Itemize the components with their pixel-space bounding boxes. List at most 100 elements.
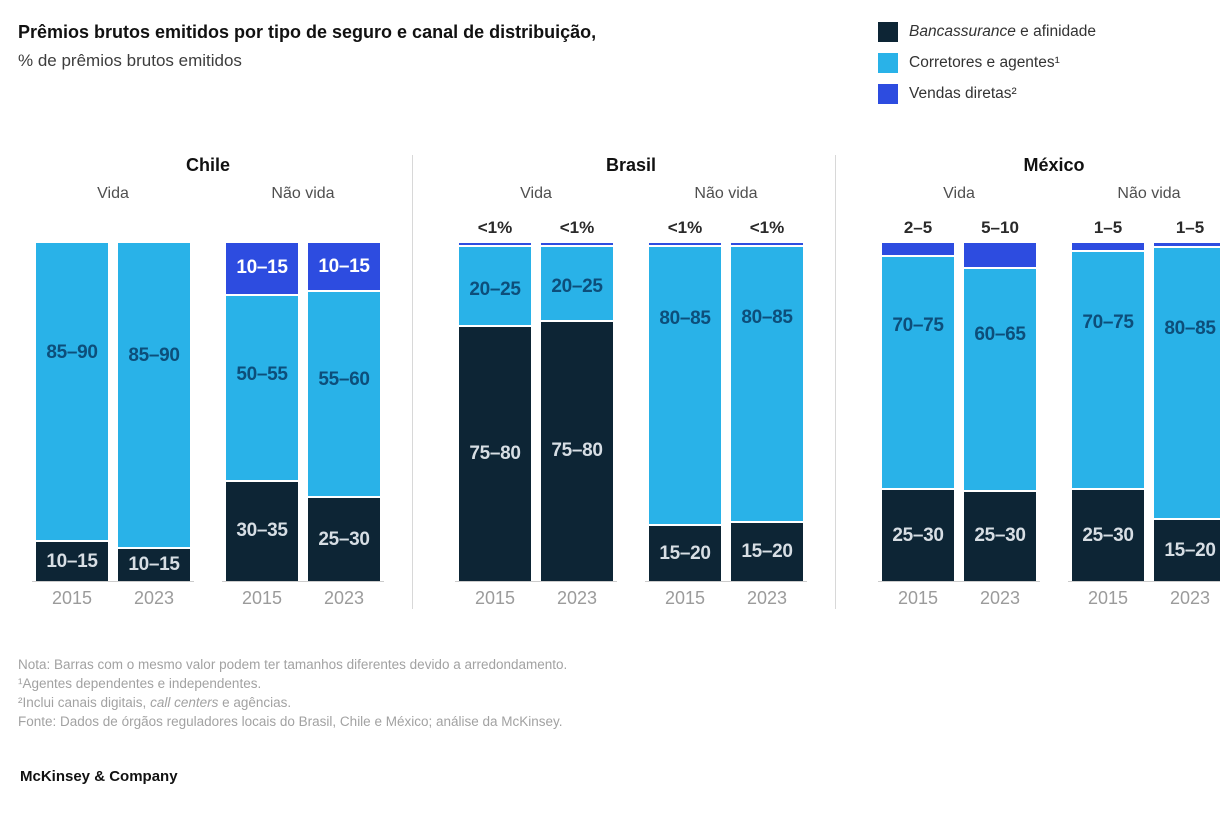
segment-value-label: 80–85 bbox=[659, 308, 711, 330]
text-part: ¹Agentes dependentes e independentes. bbox=[18, 676, 262, 692]
segment-corretores: 80–85 bbox=[731, 245, 803, 521]
segment-value-label: 10–15 bbox=[128, 554, 180, 576]
segment-vendas bbox=[1154, 243, 1220, 247]
group-nao-vida: Não vida 1–5 70–75 25–30 1–5 80–85 15–20 2015 20… bbox=[1068, 185, 1220, 609]
italic-text: Bancassurance bbox=[909, 23, 1016, 40]
chart-title: Prêmios brutos emitidos por tipo de segu… bbox=[18, 22, 597, 42]
segment-vendas bbox=[1072, 243, 1144, 250]
bar-column-2023: 1–5 80–85 15–20 bbox=[1154, 217, 1220, 581]
bar-top-label bbox=[118, 217, 190, 243]
segment-bancassurance: 25–30 bbox=[882, 488, 954, 581]
note-line-1: Nota: Barras com o mesmo valor podem ter… bbox=[18, 655, 1196, 674]
segment-corretores: 60–65 bbox=[964, 266, 1036, 490]
footnotes: Nota: Barras com o mesmo valor podem ter… bbox=[18, 655, 1196, 732]
bar-top-label: <1% bbox=[749, 218, 785, 237]
segment-bancassurance: 15–20 bbox=[731, 520, 803, 581]
legend: Bancassurance e afinidade Corretores e ag… bbox=[878, 20, 1196, 115]
segment-corretores: 85–90 bbox=[118, 243, 190, 548]
header: Prêmios brutos emitidos por tipo de segu… bbox=[18, 20, 1196, 115]
segment-value-label: 10–15 bbox=[46, 550, 98, 572]
x-axis-year-label: 2015 bbox=[241, 588, 283, 608]
note-line-2: ¹Agentes dependentes e independentes. bbox=[18, 674, 1196, 693]
bars-row: 85–90 10–15 85–90 10–15 bbox=[32, 217, 194, 582]
groups-row: Vida <1% 20–25 75–80 <1% 20–25 75–80 2015 2023 Nã… bbox=[455, 185, 807, 609]
x-axis-year-label: 2023 bbox=[979, 588, 1021, 608]
segment-value-label: 75–80 bbox=[551, 440, 603, 462]
segment-value-label: 70–75 bbox=[892, 315, 944, 337]
vendas-swatch-icon bbox=[878, 84, 898, 104]
segment-vendas bbox=[459, 243, 531, 246]
bar-top-label: 2–5 bbox=[903, 218, 933, 237]
chart-canvas: Prêmios brutos emitidos por tipo de segu… bbox=[18, 20, 1220, 732]
segment-value-label: 10–15 bbox=[318, 255, 370, 277]
segment-corretores: 55–60 bbox=[308, 290, 380, 497]
segment-bancassurance: 75–80 bbox=[459, 324, 531, 581]
segment-value-label: 85–90 bbox=[46, 342, 98, 364]
segment-value-label: 50–55 bbox=[236, 363, 288, 385]
stacked-bar-2023: 20–25 75–80 bbox=[541, 243, 613, 581]
group-label: Vida bbox=[520, 185, 552, 202]
country-title: Chile bbox=[185, 155, 230, 175]
stacked-bar-2015: 80–85 15–20 bbox=[649, 243, 721, 581]
bar-column-2023: <1% 80–85 15–20 bbox=[731, 217, 803, 581]
segment-vendas bbox=[649, 243, 721, 246]
bar-top-label: 1–5 bbox=[1093, 218, 1123, 237]
stacked-bar-2023: 80–85 15–20 bbox=[731, 243, 803, 581]
group-vida: Vida <1% 20–25 75–80 <1% 20–25 75–80 2015 2023 bbox=[455, 185, 617, 609]
segment-bancassurance: 25–30 bbox=[308, 496, 380, 581]
bar-column-2015: <1% 80–85 15–20 bbox=[649, 217, 721, 581]
x-axis-year-label: 2023 bbox=[1169, 588, 1211, 608]
country-title: Brasil bbox=[605, 155, 657, 175]
years-row: 2015 2023 bbox=[645, 582, 807, 609]
segment-bancassurance: 25–30 bbox=[1072, 488, 1144, 581]
bar-column-2015: 1–5 70–75 25–30 bbox=[1072, 217, 1144, 581]
text-part: ²Inclui canais digitais, bbox=[18, 695, 151, 711]
segment-vendas bbox=[541, 243, 613, 246]
group-label: Não vida bbox=[1117, 185, 1181, 202]
bars-row: <1% 80–85 15–20 <1% 80–85 15–20 bbox=[645, 217, 807, 582]
segment-bancassurance: 15–20 bbox=[649, 524, 721, 581]
segment-corretores: 50–55 bbox=[226, 293, 298, 480]
segment-bancassurance: 30–35 bbox=[226, 479, 298, 581]
group-vida: Vida 2–5 70–75 25–30 5–10 60–65 25–30 2015 2023 bbox=[878, 185, 1040, 609]
bar-column-2015: 85–90 10–15 bbox=[36, 217, 108, 581]
bar-column-2015: 2–5 70–75 25–30 bbox=[882, 217, 954, 581]
segment-value-label: 25–30 bbox=[892, 524, 944, 546]
title-block: Prêmios brutos emitidos por tipo de segu… bbox=[18, 20, 596, 71]
segment-value-label: 25–30 bbox=[974, 525, 1026, 547]
stacked-bar-2015: 20–25 75–80 bbox=[459, 243, 531, 581]
note-line-4: Fonte: Dados de órgãos reguladores locai… bbox=[18, 712, 1196, 731]
segment-bancassurance: 75–80 bbox=[541, 319, 613, 581]
segment-value-label: 75–80 bbox=[469, 442, 521, 464]
segment-value-label: 70–75 bbox=[1082, 311, 1134, 333]
segment-value-label: 60–65 bbox=[974, 323, 1026, 345]
note-line-3: ²Inclui canais digitais, call centers e … bbox=[18, 693, 1196, 712]
x-axis-year-label: 2015 bbox=[897, 588, 939, 608]
legend-label-vendas: Vendas diretas² bbox=[909, 85, 1017, 103]
corretores-swatch-icon bbox=[878, 53, 898, 73]
bar-column-2015: <1% 20–25 75–80 bbox=[459, 217, 531, 581]
segment-value-label: 85–90 bbox=[128, 344, 180, 366]
legend-label-corretores: Corretores e agentes¹ bbox=[909, 54, 1060, 72]
panel-chile: Chile Vida 85–90 10–15 85–90 10–15 2015 2023 Não… bbox=[20, 155, 396, 609]
text-part: e agências. bbox=[218, 695, 292, 711]
bar-top-label: <1% bbox=[477, 218, 513, 237]
bancassurance-swatch-icon bbox=[878, 22, 898, 42]
group-nao-vida: Não vida 10–15 50–55 30–35 10–15 55–60 25–30 20… bbox=[222, 185, 384, 609]
group-label: Vida bbox=[97, 185, 129, 202]
segment-vendas bbox=[964, 243, 1036, 267]
text-part: e afinidade bbox=[1015, 23, 1096, 40]
bars-row: <1% 20–25 75–80 <1% 20–25 75–80 bbox=[455, 217, 617, 582]
segment-value-label: 55–60 bbox=[318, 369, 370, 391]
stacked-bar-2015: 70–75 25–30 bbox=[882, 243, 954, 581]
segment-value-label: 30–35 bbox=[236, 520, 288, 542]
segment-value-label: 80–85 bbox=[741, 307, 793, 329]
bar-top-label: <1% bbox=[667, 218, 703, 237]
group-vida: Vida 85–90 10–15 85–90 10–15 2015 2023 bbox=[32, 185, 194, 609]
panel-brasil: Brasil Vida <1% 20–25 75–80 <1% 20–25 75–80 2015… bbox=[412, 155, 819, 609]
text-part: Corretores e agentes¹ bbox=[909, 54, 1060, 71]
segment-bancassurance: 25–30 bbox=[964, 489, 1036, 581]
segment-vendas: 10–15 bbox=[226, 243, 298, 294]
segment-value-label: 15–20 bbox=[659, 542, 711, 564]
stacked-bar-2023: 10–15 55–60 25–30 bbox=[308, 243, 380, 581]
